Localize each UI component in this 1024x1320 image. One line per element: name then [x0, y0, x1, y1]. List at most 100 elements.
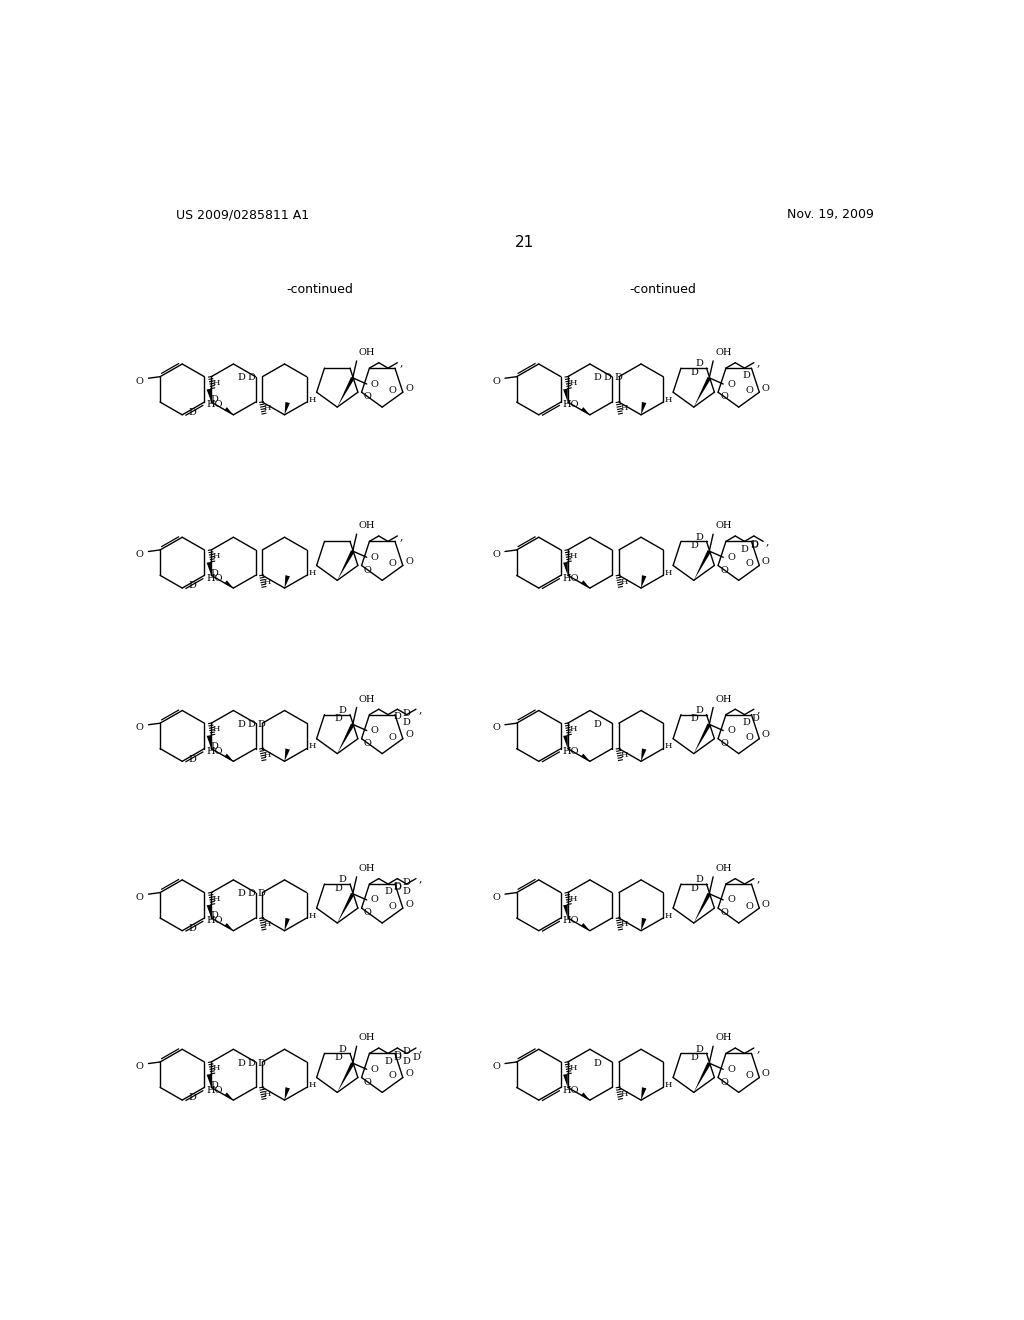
- Text: ,: ,: [399, 531, 403, 541]
- Polygon shape: [581, 923, 590, 931]
- Text: D: D: [334, 884, 342, 892]
- Text: O: O: [721, 392, 728, 401]
- Text: H: H: [569, 895, 577, 903]
- Polygon shape: [285, 401, 290, 414]
- Text: H: H: [308, 742, 315, 750]
- Text: D: D: [211, 911, 218, 920]
- Text: D: D: [690, 714, 698, 723]
- Text: D: D: [188, 755, 197, 763]
- Polygon shape: [285, 917, 290, 931]
- Text: -continued: -continued: [630, 284, 696, 296]
- Text: O: O: [721, 739, 728, 748]
- Text: OH: OH: [359, 521, 376, 531]
- Text: D: D: [594, 719, 602, 729]
- Text: H: H: [665, 1081, 672, 1089]
- Polygon shape: [207, 904, 211, 917]
- Text: O: O: [727, 1065, 735, 1073]
- Text: O: O: [136, 376, 143, 385]
- Text: H: H: [569, 726, 577, 734]
- Text: H: H: [264, 751, 271, 759]
- Text: OH: OH: [359, 865, 376, 873]
- Text: H: H: [213, 895, 220, 903]
- Text: D: D: [393, 1051, 401, 1060]
- Text: O: O: [745, 387, 753, 395]
- Text: O: O: [727, 726, 735, 735]
- Text: O: O: [136, 723, 143, 733]
- Text: O: O: [364, 739, 372, 748]
- Polygon shape: [285, 1088, 290, 1100]
- Polygon shape: [581, 581, 590, 589]
- Polygon shape: [285, 576, 290, 589]
- Text: H: H: [569, 379, 577, 387]
- Text: O: O: [371, 1065, 379, 1073]
- Text: D: D: [238, 719, 245, 729]
- Text: H: H: [213, 1064, 220, 1072]
- Text: H: H: [213, 726, 220, 734]
- Text: HO: HO: [562, 400, 579, 409]
- Polygon shape: [207, 735, 211, 748]
- Polygon shape: [207, 562, 211, 576]
- Text: D: D: [614, 374, 622, 383]
- Text: H: H: [264, 404, 271, 412]
- Text: HO: HO: [562, 574, 579, 582]
- Text: OH: OH: [716, 694, 732, 704]
- Text: D: D: [690, 368, 698, 378]
- Text: O: O: [745, 560, 753, 569]
- Text: O: O: [136, 892, 143, 902]
- Polygon shape: [693, 892, 711, 923]
- Text: D: D: [257, 719, 265, 729]
- Text: Nov. 19, 2009: Nov. 19, 2009: [786, 209, 873, 222]
- Text: US 2009/0285811 A1: US 2009/0285811 A1: [176, 209, 309, 222]
- Text: ,: ,: [418, 874, 422, 883]
- Text: D: D: [690, 884, 698, 892]
- Text: 21: 21: [515, 235, 535, 251]
- Text: HO: HO: [206, 574, 222, 582]
- Text: O: O: [406, 1069, 413, 1078]
- Text: H: H: [665, 912, 672, 920]
- Polygon shape: [693, 1063, 711, 1093]
- Text: H: H: [213, 379, 220, 387]
- Text: OH: OH: [716, 1034, 732, 1043]
- Text: H: H: [264, 578, 271, 586]
- Text: HO: HO: [206, 1086, 222, 1094]
- Text: OH: OH: [716, 865, 732, 873]
- Text: D: D: [690, 1053, 698, 1063]
- Polygon shape: [641, 1088, 646, 1100]
- Polygon shape: [285, 748, 290, 762]
- Text: D: D: [339, 1045, 346, 1053]
- Polygon shape: [207, 388, 211, 403]
- Text: O: O: [406, 730, 413, 739]
- Text: D: D: [257, 890, 265, 898]
- Text: D: D: [594, 374, 602, 383]
- Text: D: D: [188, 408, 197, 417]
- Polygon shape: [337, 1063, 354, 1093]
- Text: D: D: [257, 1059, 265, 1068]
- Text: O: O: [389, 560, 396, 569]
- Text: D: D: [334, 1053, 342, 1063]
- Polygon shape: [581, 754, 590, 762]
- Text: D: D: [188, 1093, 197, 1102]
- Text: O: O: [389, 733, 396, 742]
- Text: H: H: [621, 1089, 628, 1097]
- Text: D: D: [402, 709, 411, 718]
- Text: H: H: [665, 396, 672, 404]
- Text: D: D: [742, 371, 750, 380]
- Text: D: D: [402, 878, 411, 887]
- Text: O: O: [406, 384, 413, 393]
- Text: H: H: [621, 578, 628, 586]
- Text: O: O: [493, 376, 501, 385]
- Text: HO: HO: [206, 747, 222, 756]
- Text: O: O: [721, 1077, 728, 1086]
- Text: HO: HO: [562, 916, 579, 925]
- Text: O: O: [389, 1072, 396, 1081]
- Text: O: O: [371, 553, 379, 562]
- Polygon shape: [581, 407, 590, 414]
- Text: D: D: [750, 541, 758, 550]
- Text: D: D: [248, 1059, 255, 1068]
- Polygon shape: [563, 1074, 567, 1088]
- Text: D: D: [594, 1059, 602, 1068]
- Text: O: O: [745, 733, 753, 742]
- Text: D: D: [248, 719, 255, 729]
- Text: -continued: -continued: [287, 284, 353, 296]
- Polygon shape: [641, 917, 646, 931]
